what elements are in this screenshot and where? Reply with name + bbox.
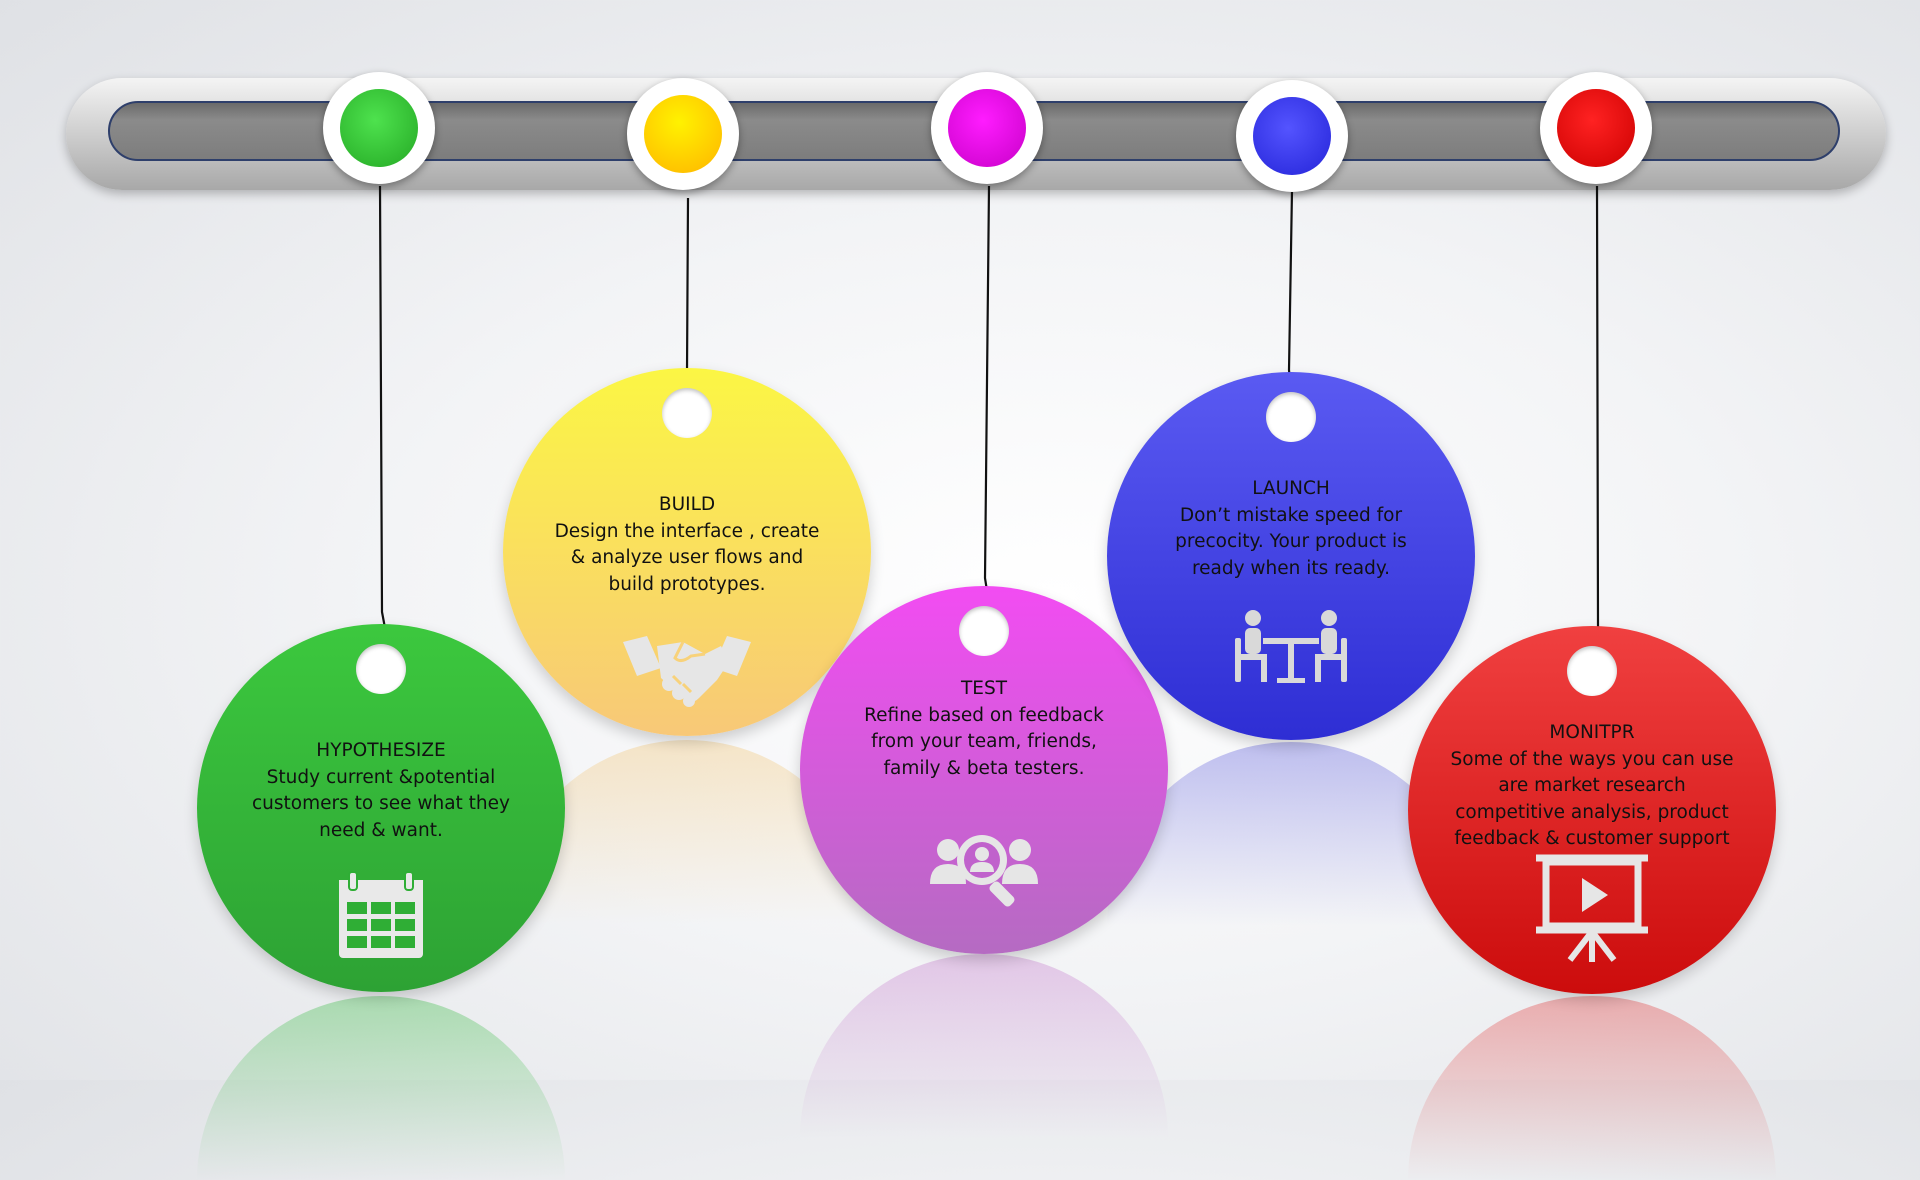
string-test: [983, 185, 992, 611]
knob-build: [627, 78, 739, 190]
card-hole: [959, 606, 1009, 656]
status-dot-red: [1557, 89, 1635, 167]
string-hypothesize: [378, 185, 390, 645]
meeting-table-icon: [1233, 608, 1349, 684]
step-title: HYPOTHESIZE: [316, 740, 446, 761]
step-text: MONITPR Some of the ways you can use are…: [1442, 720, 1742, 853]
knob-hypothesize: [323, 72, 435, 184]
step-title: LAUNCH: [1252, 478, 1330, 499]
status-dot-blue: [1253, 97, 1331, 175]
step-title: MONITPR: [1549, 722, 1635, 743]
step-card-hypothesize: HYPOTHESIZE Study current &potential cus…: [197, 624, 565, 992]
string-monitor: [1595, 185, 1606, 651]
status-dot-green: [340, 89, 418, 167]
step-card-monitor: MONITPR Some of the ways you can use are…: [1408, 626, 1776, 994]
step-description: Refine based on feedback from your team,…: [864, 704, 1104, 779]
step-title: TEST: [960, 678, 1008, 699]
card-hole: [1266, 392, 1316, 442]
card-hole: [1567, 646, 1617, 696]
knob-test: [931, 72, 1043, 184]
step-card-test: TEST Refine based on feedback from your …: [800, 586, 1168, 954]
step-description: Don’t mistake speed for precocity. Your …: [1175, 504, 1407, 579]
status-dot-yellow: [644, 95, 722, 173]
string-launch: [1287, 189, 1294, 403]
step-text: HYPOTHESIZE Study current &potential cus…: [246, 738, 516, 844]
status-dot-magenta: [948, 89, 1026, 167]
user-search-icon: [928, 828, 1040, 908]
step-description: Study current &potential customers to se…: [251, 766, 510, 841]
knob-monitor: [1540, 72, 1652, 184]
step-description: Design the interface , create & analyze …: [554, 520, 820, 595]
step-card-build: BUILD Design the interface , create & an…: [503, 368, 871, 736]
step-text: LAUNCH Don’t mistake speed for precocity…: [1156, 476, 1426, 582]
step-title: BUILD: [658, 494, 716, 515]
step-text: TEST Refine based on feedback from your …: [849, 676, 1119, 782]
step-card-launch: LAUNCH Don’t mistake speed for precocity…: [1107, 372, 1475, 740]
calendar-icon: [335, 870, 427, 962]
knob-launch: [1236, 80, 1348, 192]
step-text: BUILD Design the interface , create & an…: [552, 492, 822, 598]
card-hole: [356, 644, 406, 694]
handshake-icon: [621, 632, 753, 712]
presentation-play-icon: [1534, 852, 1650, 966]
step-description: Some of the ways you can use are market …: [1450, 748, 1734, 850]
card-hole: [662, 388, 712, 438]
